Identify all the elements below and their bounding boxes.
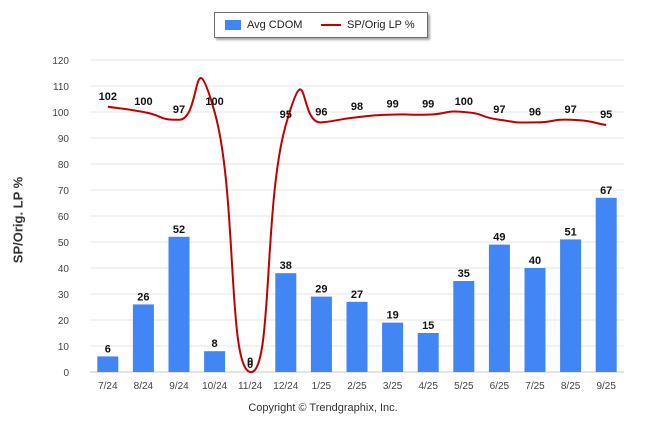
y-tick-label: 50 [58,238,70,249]
bar-value-label: 67 [600,185,612,197]
bar-value-label: 27 [351,289,363,301]
bar [453,281,475,372]
bar [560,239,582,372]
x-tick-label: 9/24 [169,381,189,392]
x-tick-label: 12/24 [273,381,298,392]
x-tick-label: 6/25 [490,381,510,392]
bar [346,301,368,372]
bar-value-label: 6 [105,343,111,355]
line-value-label: 97 [493,104,505,116]
bar-value-label: 52 [173,224,185,236]
y-axis-label: SP/Orig. LP % [10,176,26,264]
y-tick-label: 40 [58,264,70,275]
line-value-label: 99 [422,99,434,111]
bar-value-label: 35 [458,268,470,280]
x-tick-label: 8/24 [134,381,154,392]
bar-value-label: 26 [137,291,149,303]
y-tick-label: 120 [52,56,69,67]
y-tick-label: 70 [58,186,70,197]
bar-value-label: 40 [529,255,541,267]
bar [97,356,119,372]
y-tick-label: 30 [58,290,70,301]
line-value-label: 102 [99,91,117,103]
bar-data-labels: 6 26 52 8 0 38 29 27 19 15 35 49 40 51 67 [105,185,613,371]
line-value-label: 100 [134,96,152,108]
x-tick-label: 3/25 [383,381,403,392]
x-tick-label: 1/25 [312,381,332,392]
line-value-label: 0 [247,356,253,368]
bar-value-label: 0 [247,359,253,371]
x-tick-label: 7/24 [98,381,118,392]
y-tick-label: 0 [63,368,69,379]
line-value-label: 95 [280,109,292,121]
bar [595,197,617,372]
y-tick-label: 80 [58,160,70,171]
x-tick-label: 8/25 [561,381,581,392]
y-tick-label: 90 [58,134,70,145]
line-value-label: 98 [351,101,363,113]
line-value-label: 97 [564,104,576,116]
x-tick-label: 7/25 [525,381,545,392]
bar [417,333,439,372]
bar-value-label: 29 [315,284,327,296]
x-tick-label: 2/25 [347,381,367,392]
bar [488,244,510,372]
x-tick-label: 10/24 [202,381,227,392]
bar [168,236,190,372]
y-tick-label: 110 [53,82,69,93]
bar [524,268,546,372]
line-path [107,77,607,373]
legend-bar-swatch [225,20,241,30]
x-tick-label: 4/25 [418,381,438,392]
y-tick-label: 100 [52,108,69,119]
line-value-label: 99 [386,99,398,111]
bar-value-label: 8 [212,338,218,350]
line-data-labels: 102 100 97 100 0 95 96 98 99 99 100 97 96 97 95 [99,91,613,368]
line-value-label: 96 [529,106,541,118]
bar-value-label: 38 [280,260,292,272]
line-value-label: 96 [315,106,327,118]
bar-value-label: 19 [386,310,398,322]
y-tick-label: 60 [58,212,70,223]
x-axis-ticks: 7/24 8/24 9/24 10/24 11/24 12/24 1/25 2/25 3/25 4… [98,381,616,392]
bar [275,273,297,372]
copyright: Copyright © Trendgraphix, Inc. [248,402,398,414]
bar-series [97,197,617,372]
y-tick-label: 20 [58,316,70,327]
y-tick-label: 10 [58,342,70,353]
bar [310,296,332,372]
legend: Avg CDOM SP/Orig LP % [214,12,428,38]
y-axis-ticks: 0 10 20 30 40 50 60 70 80 90 100 110 120 [52,56,69,379]
line-value-label: 100 [205,96,223,108]
line-series [107,77,607,373]
line-value-label: 97 [173,104,185,116]
bar-value-label: 15 [422,320,434,332]
x-tick-label: 5/25 [454,381,474,392]
bar-value-label: 49 [493,232,505,244]
bar [382,322,404,372]
bar-value-label: 51 [564,226,576,238]
bar [204,351,226,372]
legend-line-swatch [321,24,341,26]
legend-line-label: SP/Orig LP % [347,19,415,31]
line-value-label: 95 [600,109,612,121]
legend-bar-label: Avg CDOM [247,19,303,31]
line-value-label: 100 [455,96,473,108]
x-tick-label: 9/25 [596,381,616,392]
bar [132,304,154,372]
x-tick-label: 11/24 [238,381,263,392]
